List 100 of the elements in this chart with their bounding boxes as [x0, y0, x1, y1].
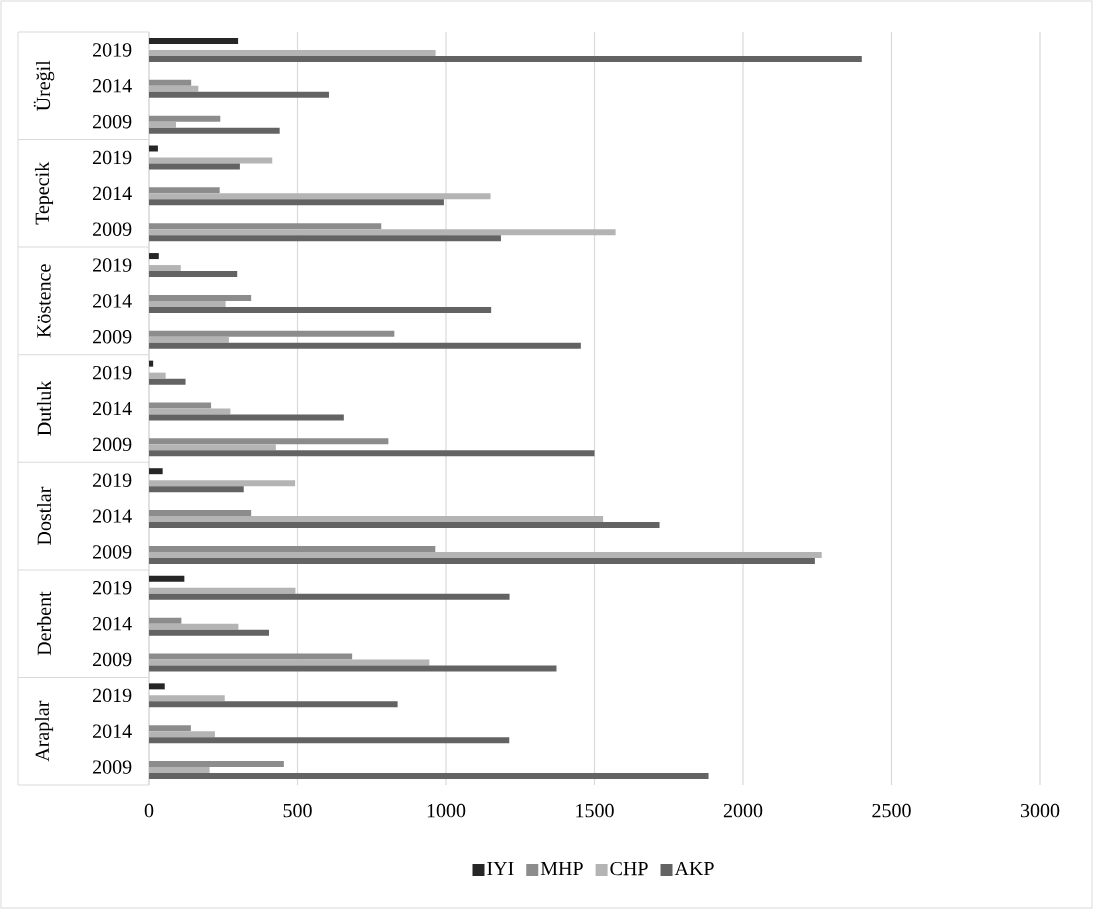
bar	[149, 157, 273, 164]
bar	[149, 486, 244, 493]
x-tick-label: 500	[283, 803, 312, 818]
y-tick-label: 2019	[93, 581, 132, 595]
bar	[149, 725, 191, 732]
bar	[149, 55, 862, 62]
legend-label: AKP	[674, 861, 714, 876]
bar	[149, 402, 212, 409]
bar	[149, 551, 822, 558]
y-tick-label: 2019	[93, 258, 132, 272]
y-tick-label: 2014	[93, 186, 132, 201]
bar	[149, 300, 226, 307]
bar	[149, 378, 186, 385]
y-tick-label: 2009	[93, 330, 132, 344]
y-tick-label: 2014	[93, 401, 132, 416]
bar	[149, 187, 220, 194]
bar	[149, 438, 389, 445]
legend-label: IYI	[487, 861, 514, 876]
text: Dostlar	[36, 486, 52, 545]
x-tick-label: 1000	[427, 803, 466, 818]
bar	[149, 121, 177, 128]
bar	[149, 330, 395, 337]
y-tick-label: 2009	[93, 760, 132, 774]
x-tick-label: 0	[144, 803, 154, 818]
bar	[149, 701, 398, 708]
legend-label: CHP	[610, 861, 648, 876]
bar	[149, 737, 510, 744]
bar	[149, 414, 344, 421]
bar	[149, 265, 181, 272]
bar	[149, 408, 231, 415]
y-tick-label: 2014	[93, 509, 132, 523]
bar	[149, 731, 215, 738]
bar	[149, 199, 444, 206]
bar	[149, 49, 436, 56]
bar	[149, 193, 491, 200]
bar	[149, 223, 382, 230]
text: Dutluk	[36, 380, 52, 436]
bar	[149, 306, 492, 313]
y-tick-label: 2019	[93, 473, 132, 487]
y-tick-label: 2009	[93, 652, 132, 667]
bar	[149, 127, 280, 134]
text: Araplar	[34, 700, 54, 762]
y-tick-label: 2014	[93, 294, 132, 308]
text: Köstence	[37, 264, 51, 338]
bar	[149, 450, 595, 457]
bar	[149, 773, 709, 780]
bar	[149, 516, 604, 523]
bar	[149, 557, 815, 564]
text: Üreğil	[33, 60, 55, 111]
bar	[149, 294, 252, 301]
bar	[149, 545, 436, 552]
bar	[149, 522, 660, 529]
bar	[149, 91, 329, 98]
x-tick-label: 2500	[872, 803, 911, 818]
bar	[149, 761, 284, 768]
bar	[149, 480, 296, 487]
bar	[149, 342, 581, 349]
bar	[149, 163, 240, 170]
bar	[149, 695, 225, 702]
bar	[149, 593, 510, 600]
bar	[149, 767, 210, 774]
y-tick-label: 2014	[93, 616, 132, 631]
bar	[149, 617, 182, 624]
bar	[149, 145, 158, 152]
text: Derbent	[36, 591, 52, 656]
bar	[149, 360, 154, 367]
bar	[149, 235, 501, 242]
bar	[149, 510, 252, 517]
bar	[149, 653, 353, 660]
y-tick-label: 2019	[93, 43, 132, 57]
legend-label: MHP	[540, 861, 583, 876]
y-tick-label: 2009	[93, 114, 132, 129]
bar	[149, 372, 166, 379]
bar	[149, 79, 192, 86]
bar	[149, 229, 616, 236]
bar	[149, 629, 269, 636]
bar	[149, 271, 238, 278]
y-tick-label: 2009	[93, 222, 132, 236]
y-tick-label: 2019	[93, 365, 132, 380]
y-tick-label: 2014	[93, 79, 132, 93]
text: Tepecik	[34, 161, 54, 225]
y-tick-label: 2009	[93, 545, 132, 559]
x-tick-label: 1500	[576, 803, 614, 818]
bar	[149, 587, 296, 594]
bar	[149, 444, 276, 451]
bar	[149, 85, 199, 92]
bar	[149, 115, 221, 122]
y-tick-label: 2009	[93, 437, 132, 452]
bar	[149, 468, 163, 475]
bar	[149, 665, 557, 672]
bar	[149, 575, 185, 582]
y-tick-label: 2019	[93, 688, 132, 703]
bar	[149, 37, 239, 44]
bar	[149, 336, 229, 343]
x-tick-label: 3000	[1020, 803, 1060, 818]
bar	[149, 659, 430, 666]
bar	[149, 683, 165, 690]
x-tick-label: 2000	[723, 803, 763, 818]
bar	[149, 623, 239, 630]
y-tick-label: 2014	[93, 724, 132, 738]
